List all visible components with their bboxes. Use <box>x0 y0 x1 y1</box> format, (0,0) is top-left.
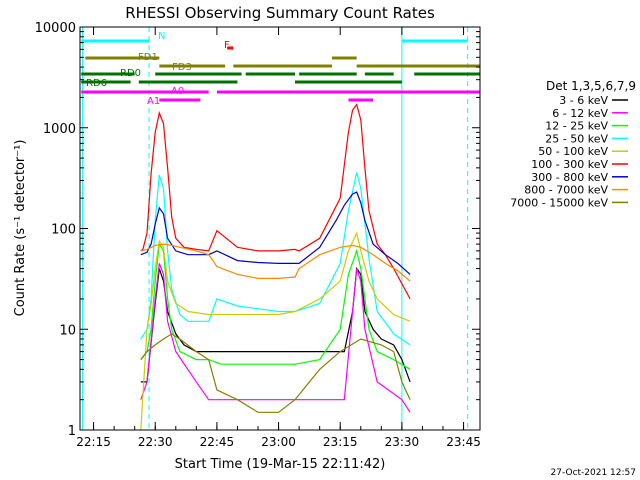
plot-area: N F FD1 FD3 RD0 RD6 A0 A1 <box>79 26 481 431</box>
x-tick-label-1: 22:30 <box>138 435 173 449</box>
series-line-2 <box>140 242 411 370</box>
y-tick-label-0: 1 <box>68 424 76 439</box>
x-tick-label-3: 23:00 <box>261 435 296 449</box>
series-line-6 <box>140 191 411 275</box>
series-line-7 <box>140 243 411 282</box>
legend-label-3: 25 - 50 keV <box>545 132 608 145</box>
legend-label-0: 3 - 6 keV <box>559 94 608 107</box>
series-line-4 <box>140 231 411 431</box>
series-line-1 <box>140 263 411 413</box>
legend-label-2: 12 - 25 keV <box>545 120 608 133</box>
legend-label-4: 50 - 100 keV <box>538 145 608 158</box>
flag-label-rd0: RD0 <box>120 68 141 79</box>
footer-timestamp: 27-Oct-2021 12:57 <box>551 468 636 478</box>
x-axis: 22:15 22:30 22:45 23:00 23:15 23:30 23:45 <box>76 27 481 449</box>
y-axis-label: Count Rate (s⁻¹ detector⁻¹) <box>13 140 28 317</box>
flag-label-rd6: RD6 <box>86 78 107 89</box>
y-tick-label-1: 10 <box>59 323 76 338</box>
chart-title: RHESSI Observing Summary Count Rates <box>125 4 435 22</box>
y-tick-label-2: 100 <box>51 223 76 238</box>
flag-label-n: N <box>158 31 165 42</box>
series-line-0 <box>140 266 411 383</box>
series-line-3 <box>140 172 411 346</box>
x-tick-label-2: 22:45 <box>200 435 235 449</box>
x-tick-label-0: 22:15 <box>76 435 111 449</box>
y-tick-label-3: 1000 <box>43 122 76 137</box>
x-tick-label-6: 23:45 <box>446 435 481 449</box>
x-axis-label: Start Time (19-Mar-15 22:11:42) <box>175 457 386 472</box>
y-axis: 1 10 100 1000 10000 <box>35 21 480 439</box>
legend-title: Det 1,3,5,6,7,9 <box>546 79 636 93</box>
flag-label-a1: A1 <box>147 96 160 107</box>
series-line-5 <box>140 103 411 300</box>
legend-label-6: 300 - 800 keV <box>531 171 608 184</box>
legend-label-1: 6 - 12 keV <box>552 107 608 120</box>
legend-label-5: 100 - 300 keV <box>531 158 608 171</box>
legend-label-8: 7000 - 15000 keV <box>510 196 608 209</box>
legend-label-7: 800 - 7000 keV <box>524 184 608 197</box>
series-line-8 <box>140 333 411 413</box>
flag-label-fd1: FD1 <box>138 52 158 63</box>
x-tick-label-5: 23:30 <box>385 435 420 449</box>
flag-label-fd3: FD3 <box>172 62 192 73</box>
y-tick-label-4: 10000 <box>35 21 76 36</box>
x-tick-label-4: 23:15 <box>323 435 358 449</box>
flag-label-f: F <box>224 40 230 51</box>
flag-label-a0: A0 <box>171 86 184 97</box>
